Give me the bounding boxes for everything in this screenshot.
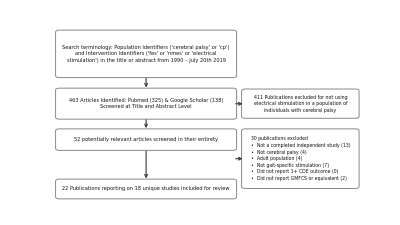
FancyBboxPatch shape [242, 89, 359, 118]
Text: 52 potentially relevant articles screened in their entirety: 52 potentially relevant articles screene… [74, 137, 218, 142]
Text: 22 Publications reporting on 18 unique studies included for review: 22 Publications reporting on 18 unique s… [62, 187, 230, 191]
Text: Search terminology: Population Identifiers ('cerebral palsy' or 'cp')
and Interv: Search terminology: Population Identifie… [62, 45, 230, 63]
Text: 30 publications excluded
•  Not a completed independent study (13)
•  Not cerebr: 30 publications excluded • Not a complet… [251, 136, 350, 181]
FancyBboxPatch shape [56, 88, 237, 119]
FancyBboxPatch shape [56, 30, 237, 78]
Text: 463 Articles Identified: Pubmed (325) & Google Scholar (138)
Screened at Title a: 463 Articles Identified: Pubmed (325) & … [69, 98, 223, 110]
FancyBboxPatch shape [56, 129, 237, 150]
FancyBboxPatch shape [242, 129, 359, 189]
FancyBboxPatch shape [56, 179, 237, 199]
Text: 411 Publications excluded for not using
electrical stimulation in a population o: 411 Publications excluded for not using … [254, 94, 347, 113]
